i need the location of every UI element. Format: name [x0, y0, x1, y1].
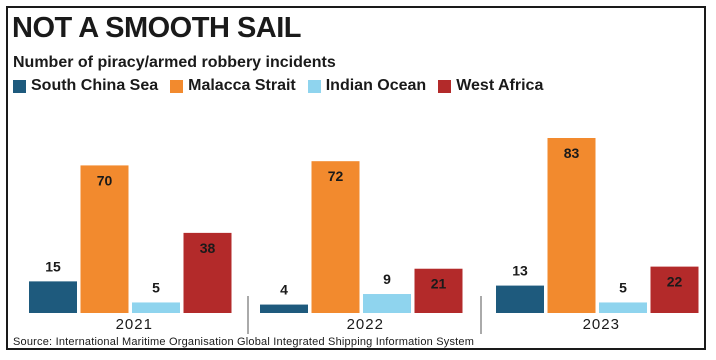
bar-indian-ocean-2021 — [132, 302, 180, 313]
bar-malacca-strait-2021 — [80, 165, 129, 313]
bar-indian-ocean-2022 — [363, 294, 411, 313]
legend-item-malacca-strait: Malacca Strait — [170, 77, 296, 95]
legend-label-indian-ocean: Indian Ocean — [325, 77, 427, 94]
data-label-indian-ocean-2023: 5 — [619, 279, 627, 295]
legend-label-malacca-strait: Malacca Strait — [188, 77, 296, 94]
data-label-malacca-strait-2022: 72 — [328, 168, 344, 184]
chart-subtitle: Number of piracy/armed robbery incidents — [13, 54, 336, 71]
legend: South China Sea Malacca Strait Indian Oc… — [13, 76, 555, 96]
data-label-indian-ocean-2022: 9 — [383, 271, 391, 287]
bar-south-china-sea-2023 — [496, 285, 544, 313]
legend-swatch-malacca-strait — [170, 79, 184, 93]
data-label-indian-ocean-2021: 5 — [152, 279, 160, 295]
legend-swatch-south-china-sea — [13, 79, 26, 93]
legend-item-indian-ocean: Indian Ocean — [307, 77, 427, 95]
bar-west-africa-2022 — [414, 268, 463, 313]
bar-south-china-sea-2022 — [260, 304, 308, 313]
bar-malacca-strait-2023 — [547, 138, 596, 313]
legend-item-south-china-sea: South China Sea — [13, 77, 158, 95]
data-label-west-africa-2023: 22 — [667, 274, 683, 290]
data-label-malacca-strait-2021: 70 — [97, 172, 113, 188]
data-label-west-africa-2022: 21 — [431, 276, 447, 292]
bar-indian-ocean-2023 — [599, 302, 647, 313]
data-label-south-china-sea-2023: 13 — [512, 263, 528, 279]
data-label-malacca-strait-2023: 83 — [564, 145, 580, 161]
bar-south-china-sea-2021 — [29, 281, 77, 313]
chart-title: NOT A SMOOTH SAIL — [12, 12, 302, 44]
data-label-west-africa-2021: 38 — [200, 240, 216, 256]
bar-west-africa-2023 — [650, 266, 699, 313]
legend-swatch-indian-ocean — [307, 79, 321, 93]
x-tick-label-2022: 2022 — [347, 316, 384, 333]
bar-malacca-strait-2022 — [311, 161, 360, 313]
x-tick-label-2021: 2021 — [116, 316, 153, 333]
x-tick-label-2023: 2023 — [583, 316, 620, 333]
legend-item-west-africa: West Africa — [438, 77, 543, 95]
source-note: Source: International Maritime Organisat… — [13, 336, 475, 348]
legend-label-west-africa: West Africa — [456, 77, 544, 94]
bar-west-africa-2021 — [183, 232, 232, 313]
legend-label-south-china-sea: South China Sea — [31, 77, 159, 94]
data-label-south-china-sea-2021: 15 — [45, 258, 61, 274]
data-label-south-china-sea-2022: 4 — [280, 282, 288, 298]
legend-swatch-west-africa — [438, 79, 452, 93]
